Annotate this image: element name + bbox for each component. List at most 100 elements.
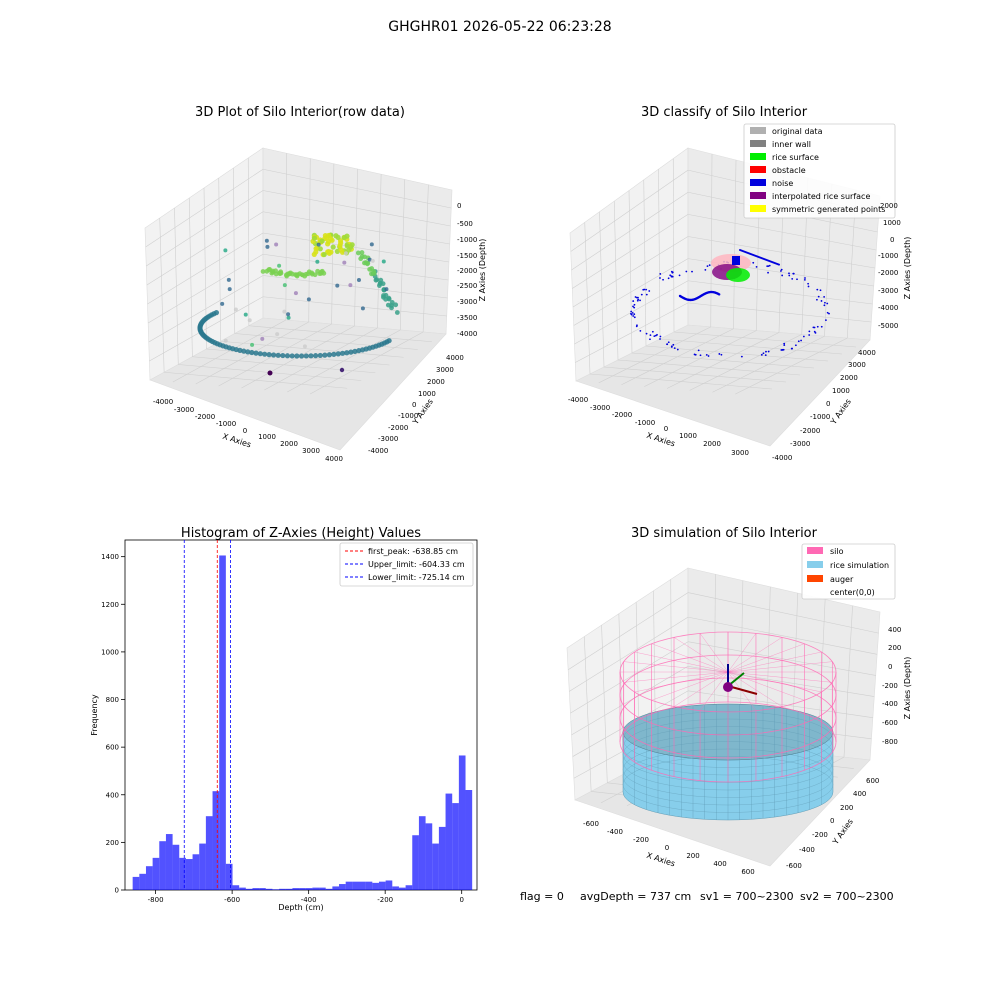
legend-swatch-interpolated bbox=[750, 192, 766, 199]
histogram-y-tick-label: 1200 bbox=[101, 601, 119, 609]
raw-data-point bbox=[373, 277, 379, 283]
raw-data-point bbox=[356, 278, 361, 283]
noise-point bbox=[632, 305, 634, 308]
sim-y-tick: -600 bbox=[786, 862, 802, 870]
classify-plot-panel: 3D classify of Silo Interior original da… bbox=[568, 105, 912, 462]
pane-gridline bbox=[687, 280, 873, 305]
silo-roof-spoke bbox=[634, 651, 729, 673]
raw-data-point bbox=[245, 349, 251, 355]
noise-point bbox=[633, 313, 636, 316]
raw-data-point bbox=[282, 309, 287, 314]
sim-x-tick: -400 bbox=[607, 828, 623, 836]
raw-y-tick: -3000 bbox=[378, 435, 398, 443]
pane-gridline bbox=[567, 592, 689, 670]
pane-gridline bbox=[658, 169, 661, 340]
raw-z-tick: -1000 bbox=[457, 236, 477, 244]
pane-gridline bbox=[618, 613, 624, 775]
raw-y-tick: -2000 bbox=[388, 424, 408, 432]
histogram-bar bbox=[385, 880, 393, 890]
status-flag: flag = 0 bbox=[520, 890, 564, 903]
raw-x-tick: -3000 bbox=[174, 406, 194, 414]
noise-point bbox=[823, 304, 826, 307]
pane-gridline bbox=[687, 302, 872, 323]
noise-point bbox=[752, 261, 755, 264]
histogram-bar bbox=[398, 887, 406, 890]
sim-x-tick: 0 bbox=[665, 844, 669, 852]
legend-label-rice-surface: rice surface bbox=[772, 153, 819, 162]
raw-data-point bbox=[266, 352, 272, 358]
histogram-bar bbox=[359, 881, 366, 890]
noise-point bbox=[705, 353, 708, 356]
sim-x-ticks: -600 -400 -200 0 200 400 600 bbox=[583, 820, 755, 876]
noise-point bbox=[653, 335, 656, 338]
histogram-bar bbox=[225, 863, 233, 890]
noise-point bbox=[706, 265, 709, 268]
raw-z-tick: -3000 bbox=[457, 298, 477, 306]
status-sv2: sv2 = 700~2300 bbox=[800, 890, 894, 903]
classify-x-tick: 1000 bbox=[679, 432, 697, 440]
histogram-bar bbox=[392, 886, 399, 890]
raw-data-point bbox=[356, 348, 362, 354]
noise-point bbox=[755, 265, 758, 268]
sim-x-tick: 400 bbox=[713, 860, 726, 868]
raw-data-point bbox=[367, 257, 372, 262]
noise-point bbox=[708, 264, 711, 267]
sim-z-tick: 200 bbox=[888, 644, 901, 652]
pane-gridline bbox=[218, 177, 221, 342]
noise-point bbox=[632, 300, 635, 302]
noise-point bbox=[632, 315, 635, 317]
noise-point bbox=[808, 330, 811, 333]
pane-gridline bbox=[712, 335, 825, 393]
raw-z-label: Z Axies (Depth) bbox=[478, 239, 487, 302]
histogram-bar bbox=[292, 888, 300, 890]
classify-plot-gridlines bbox=[570, 153, 879, 395]
histogram-bar bbox=[132, 876, 140, 890]
noise-point bbox=[662, 278, 664, 281]
noise-point bbox=[669, 274, 672, 277]
noise-point bbox=[634, 296, 637, 298]
histogram-bar bbox=[179, 857, 186, 890]
noise-point bbox=[807, 282, 810, 285]
noise-point bbox=[699, 354, 702, 357]
raw-x-tick: 2000 bbox=[280, 440, 298, 448]
sim-z-tick: 400 bbox=[888, 626, 901, 634]
classify-x-tick: -1000 bbox=[635, 419, 655, 427]
silo-roof-spoke bbox=[727, 651, 822, 673]
noise-point bbox=[656, 333, 658, 336]
raw-data-point bbox=[335, 283, 340, 288]
raw-data-point bbox=[365, 260, 371, 266]
sim-z-label: Z Axies (Depth) bbox=[903, 657, 912, 720]
classify-x-ticks: -4000 -3000 -2000 -1000 0 1000 2000 3000 bbox=[568, 396, 749, 457]
silo-roof-spoke bbox=[673, 637, 729, 673]
raw-x-ticks: -4000 -3000 -2000 -1000 0 1000 2000 3000… bbox=[153, 398, 343, 463]
noise-point bbox=[807, 285, 810, 288]
sim-x-tick: 200 bbox=[686, 852, 699, 860]
raw-data-point bbox=[317, 352, 323, 359]
sim-x-tick: -200 bbox=[633, 836, 649, 844]
histogram-bar bbox=[159, 841, 166, 890]
pane-gridline bbox=[422, 184, 429, 333]
raw-data-point bbox=[262, 351, 268, 357]
pane-gridline bbox=[843, 605, 853, 758]
histogram-bar bbox=[305, 888, 313, 890]
sim-y-tick: 400 bbox=[853, 790, 866, 798]
raw-data-point bbox=[280, 352, 286, 359]
legend-label-upper-limit: Upper_limit: -604.33 cm bbox=[368, 560, 465, 569]
legend-label-auger: auger bbox=[830, 575, 854, 584]
histogram-y-ticks: 0 200 400 600 800 1000 1200 1400 bbox=[101, 553, 125, 895]
raw-data-point bbox=[394, 310, 400, 315]
histogram-bar bbox=[252, 888, 260, 890]
pane-gridline bbox=[147, 253, 264, 324]
raw-data-point bbox=[321, 251, 327, 258]
histogram-bar bbox=[272, 889, 280, 890]
simulation-legend-box bbox=[801, 543, 896, 600]
classify-z-tick: 1000 bbox=[883, 219, 901, 227]
raw-data-point bbox=[322, 352, 328, 358]
noise-point bbox=[667, 277, 670, 280]
raw-data-point bbox=[389, 299, 395, 305]
classify-y-tick: 1000 bbox=[832, 387, 850, 395]
raw-data-point bbox=[330, 244, 336, 250]
raw-data-point bbox=[313, 353, 319, 359]
histogram-bar bbox=[165, 834, 173, 890]
histogram-bar bbox=[438, 826, 446, 890]
